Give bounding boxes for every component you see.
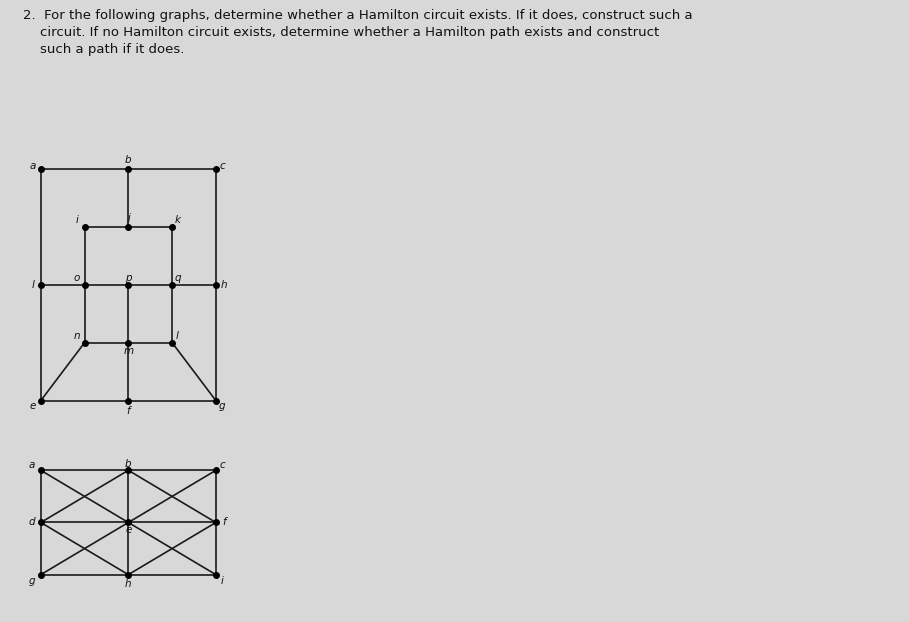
Text: b: b — [125, 459, 132, 469]
Text: e: e — [30, 401, 36, 411]
Text: h: h — [125, 579, 132, 589]
Text: f: f — [126, 406, 130, 416]
Text: g: g — [219, 401, 225, 411]
Text: e: e — [125, 526, 132, 536]
Text: p: p — [125, 272, 132, 283]
Text: 2.  For the following graphs, determine whether a Hamilton circuit exists. If it: 2. For the following graphs, determine w… — [23, 9, 693, 57]
Text: q: q — [174, 272, 181, 283]
Text: g: g — [29, 576, 35, 586]
Text: i: i — [221, 576, 224, 586]
Text: f: f — [222, 518, 225, 527]
Text: j: j — [127, 213, 130, 223]
Text: i: i — [75, 215, 78, 225]
Text: k: k — [175, 215, 180, 225]
Text: b: b — [125, 155, 132, 165]
Text: m: m — [124, 346, 134, 356]
Text: c: c — [220, 161, 225, 171]
Text: l: l — [32, 280, 35, 290]
Text: o: o — [74, 272, 80, 283]
Text: h: h — [221, 280, 227, 290]
Text: a: a — [29, 460, 35, 470]
Text: n: n — [74, 331, 80, 341]
Text: a: a — [30, 161, 36, 171]
Text: l: l — [176, 331, 179, 341]
Text: d: d — [29, 518, 35, 527]
Text: c: c — [220, 460, 225, 470]
